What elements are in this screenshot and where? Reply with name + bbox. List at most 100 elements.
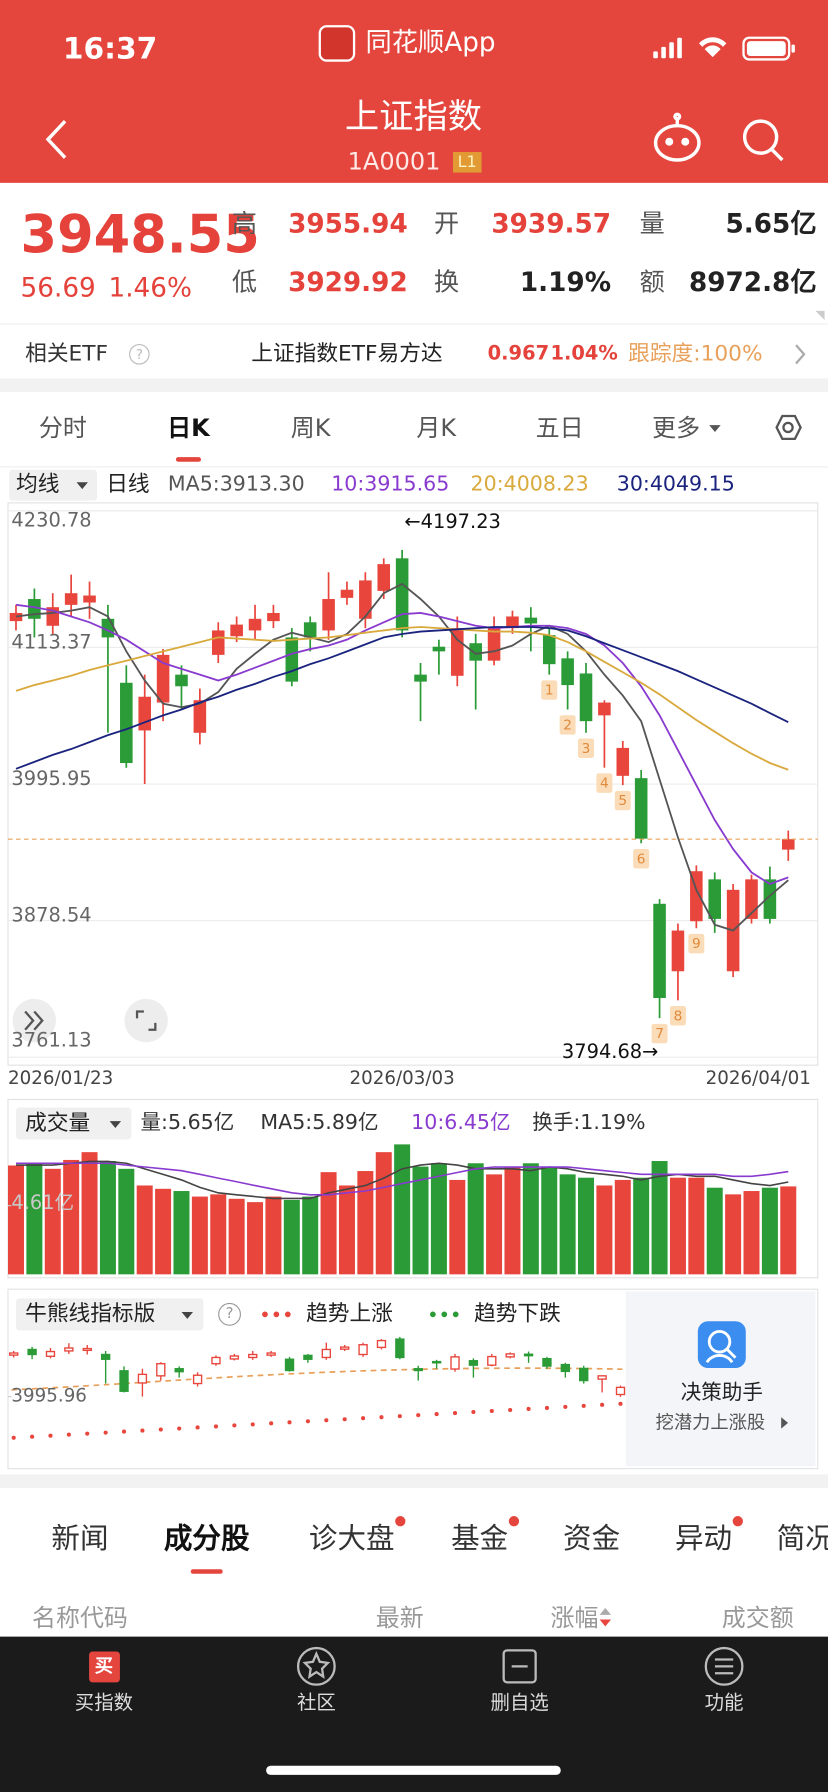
volume-bar (228, 1198, 245, 1275)
nav-item[interactable]: 社区 (296, 1692, 336, 1715)
period-tab[interactable]: 日K (167, 414, 210, 442)
mini-candle-body (303, 1354, 313, 1360)
fullscreen-button[interactable] (124, 998, 168, 1043)
volume-bar (173, 1191, 190, 1275)
candle-body (616, 747, 630, 776)
quote-field-value: 3929.92 (288, 268, 408, 298)
tab-dot (508, 1516, 520, 1527)
expand-side-button[interactable] (12, 998, 56, 1043)
fullscreen-glyph (135, 1010, 157, 1031)
period-tab[interactable]: 周K (290, 414, 331, 442)
assistant-icon (697, 1321, 746, 1369)
volume-bar (63, 1159, 80, 1275)
content-tab[interactable]: 基金 (451, 1521, 509, 1555)
bull-help[interactable]: ? (218, 1302, 241, 1326)
trend-dot (600, 1402, 605, 1407)
content-tab[interactable]: 异动 (674, 1521, 733, 1555)
volume-bar (486, 1174, 503, 1275)
app-icon (318, 25, 356, 62)
volume-selector[interactable]: 成交量 (25, 1110, 91, 1136)
quote-field-value: 3955.94 (288, 209, 408, 240)
mini-candle-body (597, 1375, 607, 1380)
candle-body (156, 654, 170, 703)
nav-item[interactable]: 删自选 (490, 1692, 549, 1715)
kline-frame (7, 502, 819, 1066)
candle-body (487, 626, 501, 661)
table-header[interactable]: 成交额 (721, 1604, 794, 1632)
volume-bar (320, 1172, 337, 1275)
period-tab[interactable]: 五日 (535, 414, 584, 442)
volume-bar (210, 1194, 227, 1275)
td-mark: 7 (655, 1026, 664, 1042)
td-mark-bg (688, 933, 705, 954)
volume-bar (559, 1174, 576, 1275)
candle-body (120, 682, 133, 764)
volume-bar (725, 1194, 742, 1275)
trend-dot (361, 1416, 366, 1421)
mini-candle-body (137, 1373, 148, 1384)
period-tab[interactable]: 分时 (38, 414, 87, 442)
assistant-panel[interactable] (625, 1291, 816, 1467)
table-header[interactable]: 最新 (375, 1604, 424, 1632)
candle-body (432, 646, 446, 652)
expand-side-glyph (24, 1010, 44, 1031)
trend-dot (269, 1421, 274, 1426)
period-tab[interactable]: 更多 (652, 414, 701, 442)
ma-legend-item: MA5:3913.30 (167, 472, 305, 497)
mini-candle-body (82, 1347, 92, 1352)
bull-selector[interactable]: 牛熊线指标版 (25, 1301, 156, 1327)
content-tab[interactable]: 资金 (563, 1521, 621, 1555)
content-tab[interactable]: 简况 (776, 1521, 828, 1555)
volume-bar (743, 1191, 760, 1275)
volume-bar (706, 1187, 723, 1275)
volume-bar (338, 1185, 355, 1275)
change-pct: 1.46% (108, 273, 192, 304)
quote-field-label: 额 (639, 268, 665, 298)
x-tick-label: 2026/03/03 (350, 1068, 455, 1089)
candle-body (9, 612, 23, 622)
table-header[interactable]: 名称代码 (31, 1604, 128, 1632)
ma-line (15, 603, 789, 886)
gray-band (0, 1474, 828, 1489)
candle-body (303, 622, 317, 638)
volume-bar (780, 1186, 797, 1275)
candle-body (193, 700, 207, 733)
more-triangle (709, 425, 721, 433)
assistant-title: 决策助手 (680, 1380, 763, 1405)
etf-name[interactable]: 上证指数ETF易方达 (251, 341, 443, 367)
volume-bar (81, 1152, 98, 1275)
content-tab[interactable]: 诊大盘 (308, 1521, 395, 1555)
period-tab[interactable]: 月K (416, 414, 457, 442)
volume-bar (302, 1196, 319, 1275)
volume-bar (191, 1196, 208, 1275)
etf-help[interactable]: ? (129, 344, 150, 365)
status-time: 16:37 (62, 32, 158, 67)
content-tab[interactable]: 新闻 (51, 1521, 109, 1555)
ma-selector[interactable]: 均线 (15, 471, 60, 497)
candle-body (175, 674, 188, 687)
volume-bar (265, 1196, 282, 1275)
td-mark-bg (633, 849, 650, 869)
settings-icon[interactable] (775, 414, 802, 441)
quote-field-label: 量 (639, 210, 665, 239)
etf-chevron[interactable] (795, 344, 806, 365)
volume-legend-item: 换手:1.19% (532, 1110, 646, 1135)
trend-dot (66, 1432, 71, 1437)
table-header[interactable]: 涨幅 (550, 1604, 599, 1632)
candle-body (359, 580, 372, 619)
volume-bar (633, 1177, 650, 1275)
trend-dot (195, 1425, 200, 1430)
nav-item[interactable]: 功能 (704, 1692, 744, 1715)
content-tab[interactable]: 成分股 (163, 1521, 250, 1555)
nav-item[interactable]: 买指数 (74, 1692, 134, 1715)
candle-body (46, 607, 60, 626)
mini-candle-body (45, 1350, 56, 1357)
tab-dot (395, 1516, 406, 1527)
divider (0, 323, 828, 325)
td-mark-bg (669, 1006, 686, 1026)
trend-dot (379, 1415, 384, 1420)
etf-label: 相关ETF (25, 341, 108, 367)
quote-field-value: 1.19% (519, 268, 612, 298)
